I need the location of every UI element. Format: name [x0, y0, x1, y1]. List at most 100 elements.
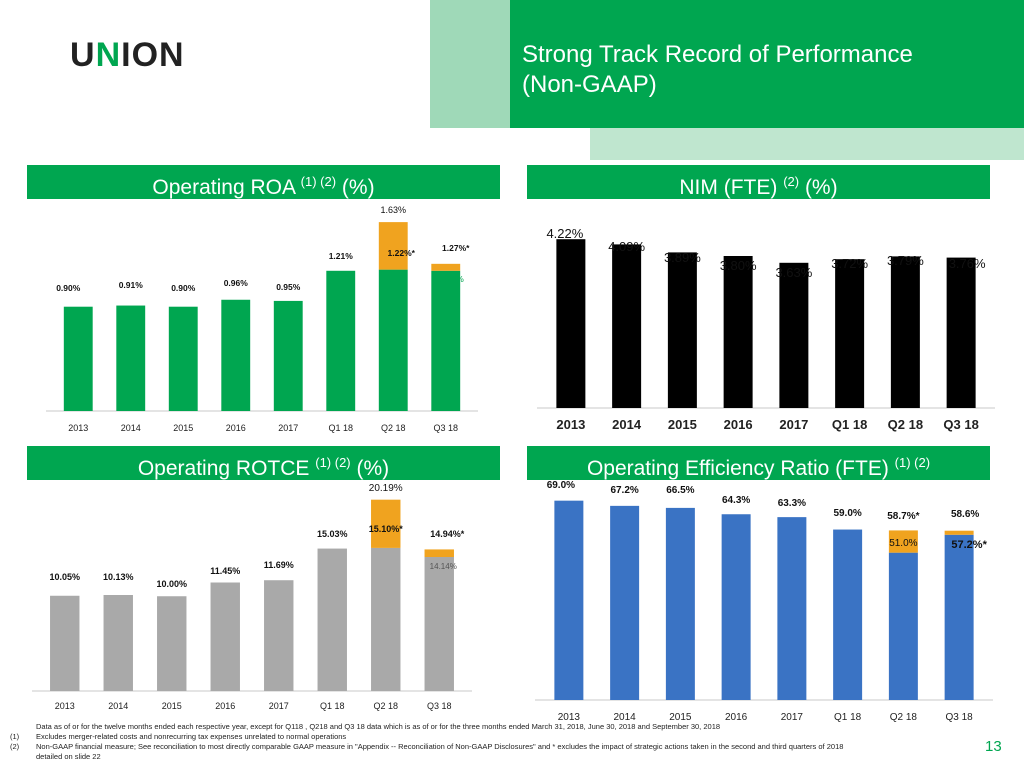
roa-adj-bar-7 — [431, 263, 461, 271]
rotce-bar-2 — [157, 596, 187, 691]
rotce-adj-label-7: 14.14% — [430, 562, 457, 571]
rotce-tick-3: 2016 — [215, 701, 235, 711]
nim-value-label-6: 3.79% — [887, 253, 924, 268]
nim-tick-3: 2016 — [724, 417, 753, 432]
nim-bar-1 — [612, 244, 642, 408]
roa-tick-3: 2016 — [226, 423, 246, 433]
roa-value-label-4: 0.95% — [276, 282, 301, 292]
roa-bar-3 — [221, 299, 251, 411]
eff-value-label-1: 67.2% — [610, 485, 638, 496]
roa-tick-2: 2015 — [173, 423, 193, 433]
nim-value-label-5: 3.72% — [831, 256, 868, 271]
eff-bar-6 — [888, 552, 918, 700]
eff-value-label-0: 69.0% — [547, 480, 575, 491]
eff-bar-4 — [777, 517, 807, 700]
nim-tick-4: 2017 — [779, 417, 808, 432]
roa-bar-1 — [116, 305, 146, 411]
rotce-adj-bar-6 — [371, 499, 401, 548]
rotce-value-label-6: 15.10%* — [369, 524, 404, 534]
roa-bar-2 — [168, 306, 198, 411]
rotce-bar-3 — [210, 582, 240, 691]
eff-bar-0 — [554, 500, 584, 700]
nim-panel-title: NIM (FTE) (2) (%) — [527, 165, 990, 199]
roa-bar-4 — [273, 300, 303, 411]
roa-adj-label-6: 1.63% — [380, 205, 406, 215]
eff-value-label-6: 58.7%* — [887, 511, 919, 522]
roa-bar-5 — [326, 270, 356, 411]
nim-tick-7: Q3 18 — [943, 417, 978, 432]
header-left — [0, 0, 510, 128]
rotce-panel-title: Operating ROTCE (1) (2) (%) — [27, 446, 500, 480]
eff-tick-0: 2013 — [558, 712, 581, 722]
eff-tick-7: Q3 18 — [946, 712, 974, 722]
nim-tick-5: Q1 18 — [832, 417, 867, 432]
rotce-value-label-2: 10.00% — [156, 579, 187, 589]
roa-adj-bar-6 — [378, 222, 408, 270]
rotce-tick-6: Q2 18 — [373, 701, 398, 711]
efficiency-chart: 2013 69.0% 2014 67.2% 2015 66.5% 2016 64.3% 2017… — [535, 480, 993, 722]
eff-bar-1 — [610, 505, 640, 700]
eff-adj-label-6: 51.0% — [889, 538, 917, 549]
nim-bar-0 — [556, 239, 586, 408]
eff-tick-1: 2014 — [614, 712, 637, 722]
page-number: 13 — [985, 738, 1002, 755]
eff-tick-6: Q2 18 — [890, 712, 918, 722]
nim-value-label-3: 3.80% — [720, 258, 757, 273]
eff-value-label-7: 58.6% — [951, 509, 979, 520]
roa-value-label-0: 0.90% — [56, 283, 81, 293]
eff-value-label-3: 64.3% — [722, 495, 750, 506]
eff-adj-bar-7 — [944, 530, 974, 535]
nim-bar-4 — [779, 262, 809, 408]
rotce-tick-4: 2017 — [269, 701, 289, 711]
eff-tick-2: 2015 — [669, 712, 692, 722]
title-box — [510, 0, 1024, 128]
eff-bar-3 — [721, 514, 751, 700]
footnote-1: Excludes merger-related costs and nonrec… — [36, 732, 347, 741]
nim-value-label-1: 4.09% — [608, 239, 645, 254]
rotce-value-label-3: 11.45% — [210, 566, 240, 576]
rotce-chart: 2013 10.05% 2014 10.13% 2015 10.00% 2016 11.45%… — [32, 483, 472, 711]
roa-bar-7 — [431, 270, 461, 411]
roa-tick-0: 2013 — [68, 423, 88, 433]
footnote-2: Non-GAAP financial measure; See reconcil… — [36, 742, 844, 751]
eff-tick-3: 2016 — [725, 712, 748, 722]
roa-value-label-3: 0.96% — [224, 278, 249, 288]
eff-adj-label-7: 57.2%* — [951, 539, 987, 551]
rotce-value-label-1: 10.13% — [103, 572, 134, 582]
eff-value-label-2: 66.5% — [666, 485, 694, 496]
footnotes: Data as of or for the twelve months ende… — [10, 722, 844, 761]
nim-chart: 2013 4.22% 2014 4.09% 2015 3.89% 2016 3.80% 2017… — [537, 226, 995, 432]
eff-tick-5: Q1 18 — [834, 712, 862, 722]
rotce-value-label-5: 15.03% — [317, 529, 348, 539]
rotce-tick-0: 2013 — [55, 701, 75, 711]
nim-bar-6 — [890, 256, 920, 408]
roa-chart: 2013 0.90% 2014 0.91% 2015 0.90% 2016 0.96% 2017… — [46, 205, 478, 433]
roa-bar-6 — [378, 269, 408, 411]
nim-bar-3 — [723, 256, 753, 408]
nim-tick-2: 2015 — [668, 417, 697, 432]
nim-value-label-2: 3.89% — [664, 250, 701, 265]
eff-adj-bar-6 — [888, 530, 918, 553]
nim-tick-1: 2014 — [612, 417, 642, 432]
nim-bar-2 — [667, 252, 697, 408]
roa-tick-7: Q3 18 — [433, 423, 458, 433]
nim-tick-6: Q2 18 — [888, 417, 923, 432]
eff-value-label-5: 59.0% — [833, 508, 861, 519]
nim-value-label-7: 3.76% — [949, 256, 986, 271]
rotce-bar-7 — [424, 557, 454, 691]
rotce-bar-1 — [103, 595, 133, 691]
eff-tick-4: 2017 — [781, 712, 804, 722]
roa-bar-0 — [63, 306, 93, 411]
roa-panel-title: Operating ROA (1) (2) (%) — [27, 165, 500, 199]
rotce-bar-6 — [371, 547, 401, 691]
rotce-bar-4 — [264, 580, 294, 691]
nim-value-label-4: 3.63% — [775, 265, 812, 280]
efficiency-panel-title: Operating Efficiency Ratio (FTE) (1) (2) — [527, 446, 990, 480]
footnote-0: Data as of or for the twelve months ende… — [36, 722, 721, 731]
rotce-tick-2: 2015 — [162, 701, 182, 711]
rotce-tick-7: Q3 18 — [427, 701, 452, 711]
rotce-bar-5 — [317, 548, 347, 691]
footnote-2b: detailed on slide 22 — [36, 752, 101, 761]
roa-value-label-5: 1.21% — [329, 251, 354, 261]
nim-value-label-0: 4.22% — [546, 226, 583, 241]
